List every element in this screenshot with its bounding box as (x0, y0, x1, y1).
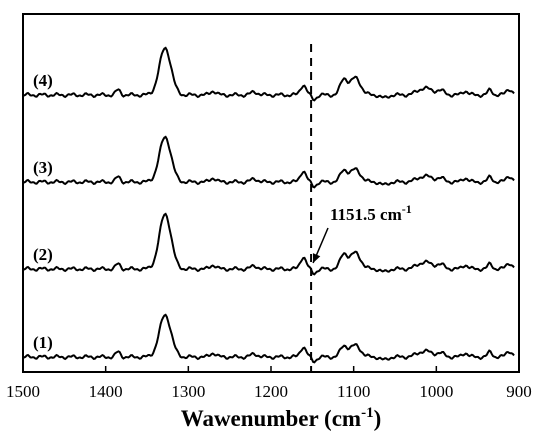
x-tick-label: 1000 (419, 382, 453, 401)
spectra-traces (22, 46, 515, 364)
x-axis-tick-labels: 1500 1400 1300 1200 1100 1000 900 (6, 382, 532, 401)
x-tick-label: 1200 (254, 382, 288, 401)
annotation-label: 1151.5 cm-1 (330, 202, 412, 224)
spectrum-line-4 (22, 46, 515, 102)
series-label-4: (4) (33, 71, 53, 90)
spectrum-line-2 (22, 212, 515, 276)
x-axis-ticks (22, 366, 520, 372)
x-tick-label: 1300 (171, 382, 205, 401)
x-tick-label: 1500 (6, 382, 40, 401)
x-axis-title: Wawenumber (cm-1) (181, 405, 382, 431)
plot-frame (22, 13, 520, 373)
annotation-arrowhead (312, 253, 321, 263)
series-labels: (1) (2) (3) (4) (33, 71, 53, 352)
series-label-3: (3) (33, 158, 53, 177)
series-label-2: (2) (33, 245, 53, 264)
spectrum-line-1 (22, 313, 515, 364)
series-label-1: (1) (33, 333, 53, 352)
x-tick-label: 1400 (89, 382, 123, 401)
x-tick-label: 900 (506, 382, 532, 401)
spectrum-line-3 (22, 135, 515, 189)
x-tick-label: 1100 (337, 382, 370, 401)
